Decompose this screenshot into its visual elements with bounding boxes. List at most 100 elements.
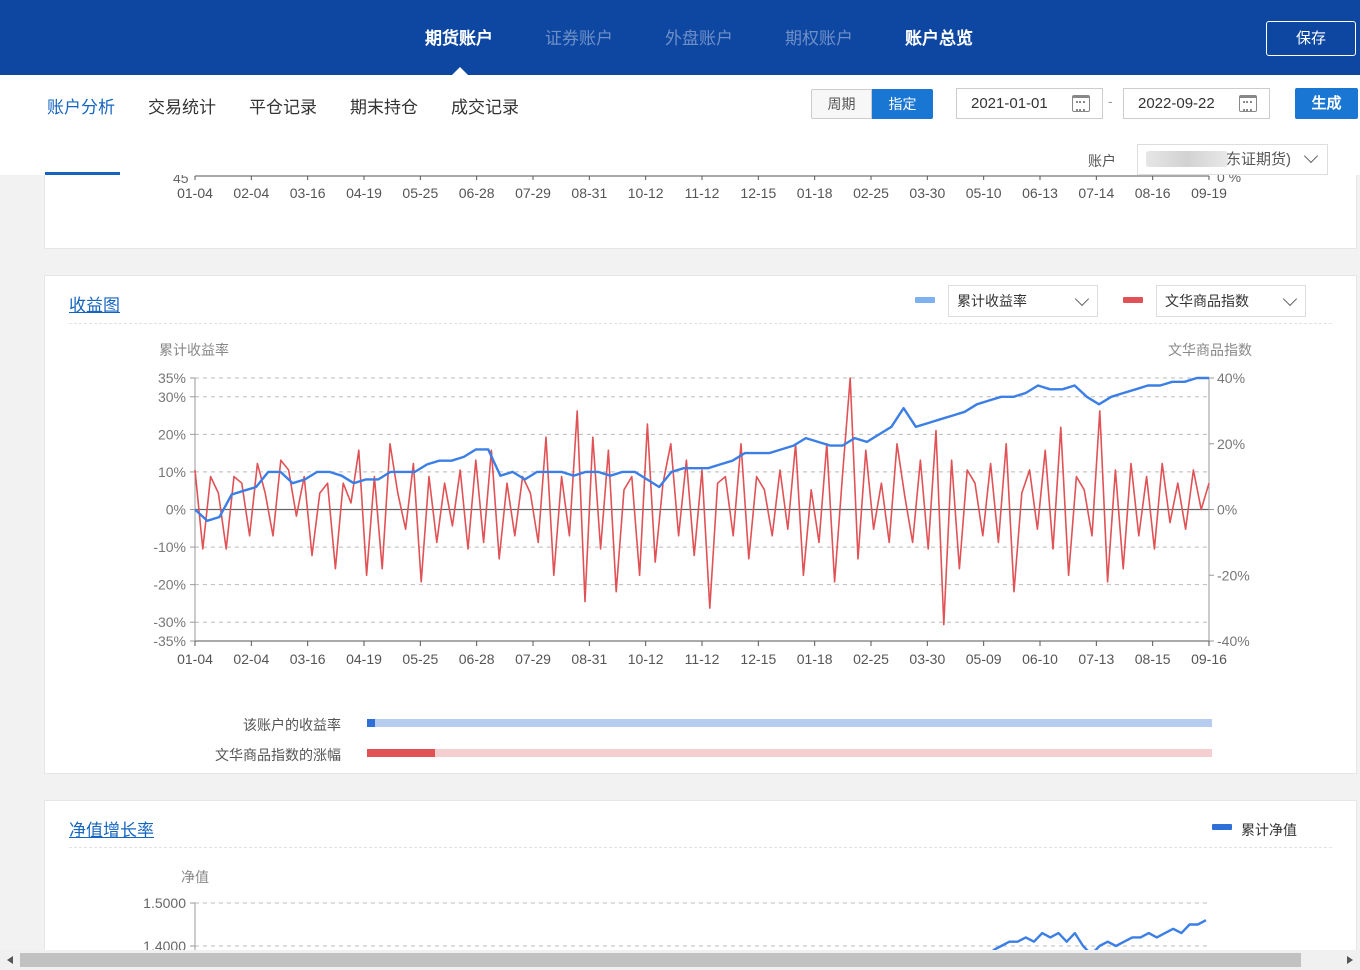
specify-toggle-button[interactable]: 指定: [872, 89, 933, 119]
x-tick-label: 06-10: [1022, 651, 1058, 667]
end-date-value: 2022-09-22: [1138, 95, 1215, 112]
x-tick-label: 05-25: [402, 185, 438, 201]
nav-growth-panel: 净值增长率 累计净值 净值 1.5000 1.4000: [44, 800, 1357, 966]
x-tick-label: 09-16: [1191, 651, 1227, 667]
account-select[interactable]: 东证期货): [1137, 144, 1328, 175]
x-tick-label: 08-31: [571, 651, 607, 667]
x-tick-label: 09-19: [1191, 185, 1227, 201]
left-arrow-icon[interactable]: [7, 956, 13, 964]
right-series-select-value: 文华商品指数: [1165, 293, 1249, 309]
x-tick-label: 04-19: [346, 651, 382, 667]
y-left-tick-label: -30%: [153, 614, 186, 630]
x-tick-label: 08-15: [1135, 651, 1171, 667]
x-tick-label: 04-19: [346, 185, 382, 201]
x-tick-label: 02-04: [233, 651, 269, 667]
account-return-label: 该账户的收益率: [243, 717, 341, 733]
return-series-line: [194, 376, 1209, 523]
nav-panel-title[interactable]: 净值增长率: [69, 821, 154, 840]
subtab-trade-stats[interactable]: 交易统计: [148, 98, 216, 117]
x-tick-label: 01-18: [797, 185, 833, 201]
x-tick-label: 03-16: [290, 185, 326, 201]
right-series-select[interactable]: 文华商品指数: [1156, 285, 1306, 317]
y-left-tick-label: 35%: [158, 370, 186, 386]
generate-button[interactable]: 生成: [1295, 88, 1358, 119]
left-series-select-value: 累计收益率: [957, 293, 1027, 309]
subtab-end-positions[interactable]: 期末持仓: [350, 98, 418, 117]
x-tick-label: 11-12: [685, 651, 720, 667]
x-tick-label: 07-14: [1078, 185, 1114, 201]
subtab-deal-records[interactable]: 成交记录: [451, 98, 519, 117]
end-date-input[interactable]: 2022-09-22: [1123, 88, 1270, 119]
y-left-tick-label: -20%: [153, 577, 186, 593]
tab-futures-account[interactable]: 期货账户: [425, 29, 493, 48]
x-tick-label: 02-25: [853, 185, 889, 201]
y-left-tick-label: 0%: [166, 502, 186, 518]
index-change-bar: [367, 749, 1212, 757]
x-tick-label: 02-25: [853, 651, 889, 667]
tab-account-overview[interactable]: 账户总览: [905, 29, 973, 48]
account-return-bar: [367, 719, 1212, 727]
x-tick-label: 01-18: [797, 651, 833, 667]
tab-options-account[interactable]: 期权账户: [785, 29, 853, 48]
panel-divider: [69, 847, 1332, 848]
returns-panel-title[interactable]: 收益图: [69, 296, 120, 315]
y-right-tick-label: 20%: [1217, 436, 1245, 452]
x-tick-label: 07-29: [515, 185, 551, 201]
period-toggle-button[interactable]: 周期: [811, 89, 872, 119]
x-tick-label: 03-30: [909, 185, 945, 201]
calendar-icon[interactable]: [1072, 95, 1090, 112]
start-date-value: 2021-01-01: [971, 95, 1048, 112]
y-right-tick-label: 0%: [1217, 502, 1237, 518]
y-left-tick-label: 30%: [158, 389, 186, 405]
left-series-select[interactable]: 累计收益率: [948, 285, 1098, 317]
x-tick-label: 07-13: [1078, 651, 1114, 667]
account-label: 账户: [1088, 153, 1116, 169]
nav-series-line: [992, 919, 1207, 956]
returns-chart-panel: 收益图 累计收益率 文华商品指数 累计收益率 文华商品指数 35% 30% 20% 1…: [44, 275, 1357, 774]
x-tick-label: 06-28: [459, 185, 495, 201]
date-separator: -: [1108, 93, 1113, 109]
x-tick-label: 05-09: [966, 651, 1002, 667]
x-tick-label: 03-30: [909, 651, 945, 667]
y-right-tick-label: -40%: [1217, 633, 1250, 649]
chevron-down-icon: [1282, 291, 1298, 307]
top-nav-bar: 期货账户 证券账户 外盘账户 期权账户 账户总览 保存: [0, 0, 1360, 75]
horizontal-scrollbar[interactable]: [0, 950, 1360, 970]
active-subtab-underline: [45, 172, 120, 175]
index-series-line: [194, 377, 1210, 626]
legend-swatch-blue: [915, 297, 935, 303]
save-button[interactable]: 保存: [1266, 21, 1356, 56]
x-tick-label: 07-29: [515, 651, 551, 667]
x-tick-label: 05-25: [402, 651, 438, 667]
tab-foreign-account[interactable]: 外盘账户: [665, 29, 733, 48]
subtab-account-analysis[interactable]: 账户分析: [47, 98, 115, 117]
x-tick-label: 10-12: [628, 651, 664, 667]
account-name-redacted: [1146, 151, 1228, 167]
tab-securities-account[interactable]: 证券账户: [545, 29, 613, 48]
nav-legend-label[interactable]: 累计净值: [1241, 822, 1297, 838]
chevron-down-icon: [1303, 148, 1319, 164]
left-axis-title: 累计收益率: [159, 342, 229, 358]
scrollbar-thumb[interactable]: [20, 953, 1301, 967]
nav-y-axis-title: 净值: [181, 869, 209, 885]
right-axis-title: 文华商品指数: [1168, 342, 1252, 358]
x-tick-label: 08-31: [571, 185, 607, 201]
y-left-tick-label: -35%: [153, 633, 186, 649]
active-tab-caret-icon: [452, 67, 468, 75]
x-tick-label: 01-04: [177, 185, 213, 201]
index-change-bar-fill: [367, 749, 435, 757]
y-left-tick-label: 10%: [158, 464, 186, 480]
y-left-tick-label: -10%: [153, 539, 186, 555]
calendar-icon[interactable]: [1239, 95, 1257, 112]
legend-swatch-red: [1123, 297, 1143, 303]
subtab-close-records[interactable]: 平仓记录: [249, 98, 317, 117]
start-date-input[interactable]: 2021-01-01: [956, 88, 1103, 119]
right-arrow-icon[interactable]: [1347, 956, 1353, 964]
chevron-down-icon: [1074, 291, 1090, 307]
returns-chart: 累计收益率 文华商品指数 35% 30% 20% 10% 0% -10% -20% -30% -…: [153, 342, 1252, 667]
x-tick-label: 08-16: [1135, 185, 1171, 201]
x-tick-label: 10-12: [628, 185, 664, 201]
sub-nav-bar: 账户分析 交易统计 平仓记录 期末持仓 成交记录 周期 指定 2021-01-0…: [0, 75, 1360, 175]
x-tick-label: 11-12: [685, 185, 720, 201]
